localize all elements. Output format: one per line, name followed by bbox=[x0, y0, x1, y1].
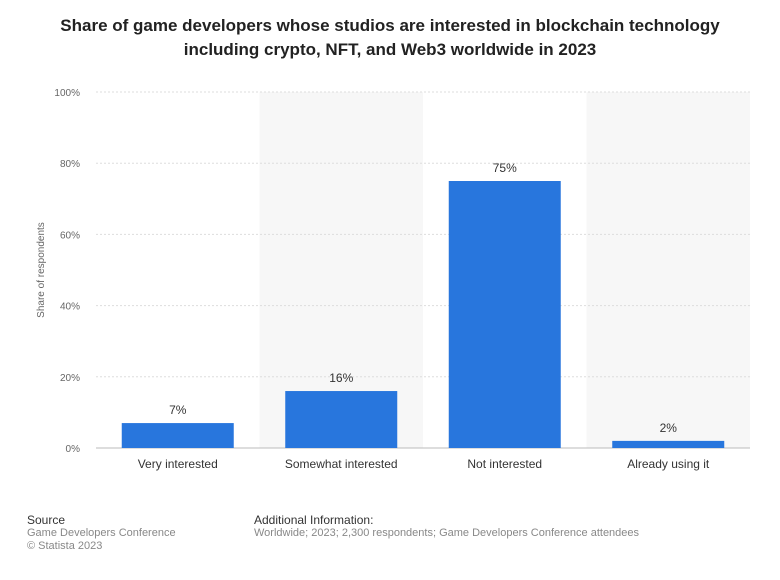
data-label: 16% bbox=[329, 371, 353, 385]
data-label: 7% bbox=[169, 403, 187, 417]
band bbox=[259, 92, 423, 448]
x-tick-label: Very interested bbox=[138, 457, 218, 471]
chart-title: Share of game developers whose studios a… bbox=[60, 16, 720, 59]
y-tick-label: 60% bbox=[60, 230, 80, 241]
y-tick-label: 20% bbox=[60, 373, 80, 384]
y-tick-label: 100% bbox=[54, 88, 80, 99]
y-tick-label: 80% bbox=[60, 159, 80, 170]
info-block: Additional Information: Worldwide; 2023;… bbox=[254, 514, 639, 540]
y-axis-label: Share of respondents bbox=[36, 222, 47, 318]
source-text: Game Developers Conference bbox=[27, 527, 176, 539]
data-label: 75% bbox=[493, 161, 517, 175]
x-tick-label: Already using it bbox=[627, 457, 710, 471]
data-label: 2% bbox=[660, 421, 678, 435]
band bbox=[586, 92, 750, 448]
bar bbox=[612, 440, 725, 448]
info-heading: Additional Information: bbox=[254, 513, 374, 527]
x-tick-label: Somewhat interested bbox=[285, 457, 398, 471]
bar-chart: 0% 20% 40% 60% 80% 100% 7% Very interested 16% So… bbox=[36, 88, 750, 471]
copyright: © Statista 2023 bbox=[27, 540, 103, 552]
bar bbox=[448, 181, 561, 448]
source-heading: Source bbox=[27, 513, 66, 527]
info-text: Worldwide; 2023; 2,300 respondents; Game… bbox=[254, 527, 640, 539]
y-tick-label: 40% bbox=[60, 302, 80, 313]
y-tick-label: 0% bbox=[66, 444, 81, 455]
bar bbox=[285, 391, 398, 448]
x-tick-label: Not interested bbox=[467, 457, 542, 471]
source-block: Source Game Developers Conference © Stat… bbox=[27, 514, 176, 553]
bar bbox=[121, 423, 234, 448]
